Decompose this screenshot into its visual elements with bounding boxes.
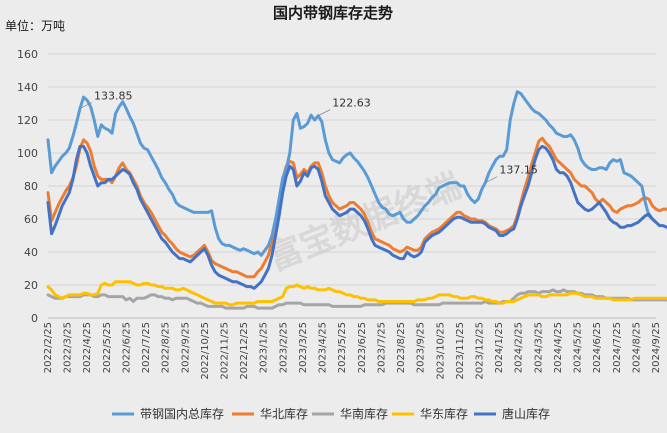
- x-tick-label: 2022/6/25: [121, 322, 132, 373]
- series-line-3: [46, 280, 667, 307]
- y-tick-label: 60: [24, 213, 38, 226]
- x-tick-label: 2022/9/25: [180, 322, 191, 373]
- series-line-4: [46, 144, 667, 290]
- x-axis: 2022/2/25 2022/3/25 2022/4/25 2022/5/25 2022…: [43, 322, 662, 380]
- unit-label: 单位：万吨: [5, 18, 65, 33]
- x-tick-label: 2024/3/25: [533, 322, 544, 373]
- x-tick-label: 2024/2/25: [514, 322, 525, 373]
- annotation-label: 133.85: [94, 89, 133, 102]
- y-tick-label: 140: [17, 81, 38, 94]
- y-tick-label: 100: [17, 147, 38, 160]
- y-axis: 0 20 40 60 80 100 120 140 160: [17, 48, 38, 325]
- x-tick-label: 2023/6/25: [357, 322, 368, 373]
- y-tick-label: 120: [17, 114, 38, 127]
- y-tick-label: 40: [24, 246, 38, 259]
- x-tick-label: 2022/8/25: [161, 322, 172, 373]
- x-tick-label: 2023/7/25: [376, 322, 387, 373]
- x-tick-label: 2024/4/25: [553, 322, 564, 373]
- annotation-leader: [318, 109, 331, 117]
- annotation-leader: [79, 102, 93, 109]
- x-tick-label: 2024/9/25: [651, 322, 662, 373]
- annotation-leader: [485, 176, 498, 184]
- x-tick-label: 2023/11/25: [455, 322, 466, 380]
- x-tick-label: 2023/1/25: [259, 322, 270, 373]
- legend: 带钢国内总库存 华北库存 华南库存 华东库存 唐山库存: [112, 406, 550, 421]
- series-line-0: [46, 90, 658, 257]
- x-tick-label: 2022/3/25: [63, 322, 74, 373]
- x-tick-label: 2024/8/25: [631, 322, 642, 373]
- series-line-1: [46, 136, 667, 279]
- x-tick-label: 2022/12/25: [239, 322, 250, 380]
- legend-label: 带钢国内总库存: [140, 406, 224, 421]
- x-tick-label: 2023/2/25: [278, 322, 289, 373]
- legend-label: 华东库存: [420, 406, 468, 421]
- y-tick-label: 160: [17, 48, 38, 61]
- x-tick-label: 2023/12/25: [474, 322, 485, 380]
- legend-label: 华南库存: [340, 406, 388, 421]
- series-lines: [46, 90, 667, 310]
- x-tick-label: 2022/4/25: [82, 322, 93, 373]
- y-tick-label: 0: [31, 312, 38, 325]
- x-tick-label: 2024/7/25: [612, 322, 623, 373]
- annotations: 133.85 122.63 137.15: [79, 89, 538, 184]
- y-tick-label: 80: [24, 180, 38, 193]
- x-tick-label: 2023/8/25: [396, 322, 407, 373]
- legend-label: 华北库存: [260, 406, 308, 421]
- x-tick-label: 2023/10/25: [435, 322, 446, 380]
- x-tick-label: 2023/4/25: [318, 322, 329, 373]
- x-tick-label: 2024/1/25: [494, 322, 505, 373]
- x-tick-label: 2022/2/25: [43, 322, 54, 373]
- legend-label: 唐山库存: [502, 406, 550, 421]
- x-tick-label: 2022/5/25: [102, 322, 113, 373]
- chart-title: 国内带钢库存走势: [273, 4, 393, 22]
- x-tick-label: 2023/5/25: [337, 322, 348, 373]
- x-tick-label: 2024/6/25: [592, 322, 603, 373]
- x-tick-label: 2023/9/25: [416, 322, 427, 373]
- series-line-2: [46, 288, 667, 310]
- x-tick-label: 2023/3/25: [298, 322, 309, 373]
- annotation-label: 137.15: [499, 164, 538, 177]
- x-tick-label: 2022/11/25: [220, 322, 231, 380]
- y-tick-label: 20: [24, 279, 38, 292]
- annotation-label: 122.63: [332, 97, 371, 110]
- x-tick-label: 2022/10/25: [200, 322, 211, 380]
- x-tick-label: 2022/7/25: [141, 322, 152, 373]
- x-tick-label: 2024/5/25: [573, 322, 584, 373]
